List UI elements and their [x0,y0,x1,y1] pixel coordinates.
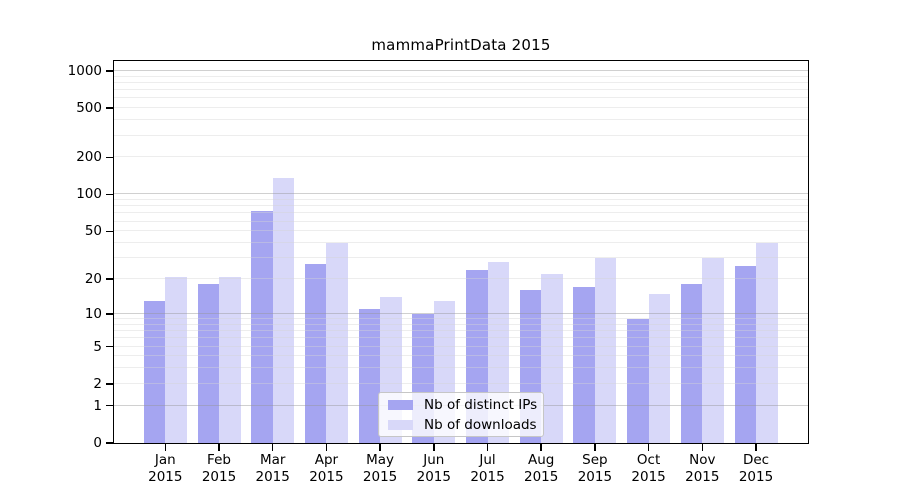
y-tick-label: 20 [84,271,102,288]
y-tick [106,156,113,159]
x-tick [486,444,489,451]
bar-feb-downloads [219,276,241,443]
bar-dec-distinct-ips [734,265,756,443]
x-tick-label: Sep 2015 [577,452,613,485]
x-tick-label: Nov 2015 [685,452,720,485]
y-tick-label: 1 [93,397,102,414]
y-tick-label: 1000 [67,62,102,79]
bar-oct-downloads [648,293,671,443]
bar-jan-distinct-ips [143,300,166,443]
x-tick [164,444,167,451]
x-tick [594,444,596,451]
y-tick-label: 5 [93,338,102,355]
y-tick-label: 2 [93,375,102,392]
x-tick-label: Apr 2015 [309,452,344,485]
x-tick [379,444,381,451]
bar-feb-distinct-ips [197,284,219,443]
x-tick-label: Dec 2015 [738,452,774,485]
legend: Nb of distinct IPs Nb of downloads [378,392,544,437]
y-tick-label: 10 [84,305,102,322]
x-tick [540,444,542,451]
x-tick [271,444,274,451]
legend-item-downloads: Nb of downloads [388,417,543,433]
y-tick [106,345,113,348]
y-tick [106,383,113,385]
y-tick [106,313,113,315]
x-tick [647,444,650,451]
y-tick [106,107,113,109]
bar-dec-downloads [756,243,778,443]
bar-mar-downloads [272,178,295,443]
y-tick [106,404,113,407]
bar-may-distinct-ips [358,309,381,443]
bar-nov-downloads [702,258,724,443]
x-tick [218,444,220,451]
x-tick-label: Mar 2015 [255,452,290,485]
y-tick [106,193,113,196]
bar-sep-downloads [594,258,617,443]
bar-apr-downloads [326,243,348,443]
plot-area: Jan 2015 Feb 2015 Mar 2015 Apr 2015 May 2015 Jun 20… [68,60,809,485]
x-tick-label: Oct 2015 [631,452,666,485]
legend-item-distinct-ips: Nb of distinct IPs [388,397,543,413]
chart-title: mammaPrintData 2015 [371,36,551,54]
bar-sep-distinct-ips [573,287,595,443]
bar-oct-distinct-ips [627,319,649,443]
legend-swatch-distinct-ips [388,399,413,410]
bar-apr-distinct-ips [304,263,327,443]
y-tick-label: 500 [76,100,102,117]
y-tick-label: 100 [76,186,102,203]
x-tick-label: Jan 2015 [148,452,183,485]
axis-ticks-layer: Jan 2015 Feb 2015 Mar 2015 Apr 2015 May 2015 Jun 20… [68,61,808,485]
bar-jan-downloads [165,276,187,443]
x-tick-label: Feb 2015 [201,452,237,485]
bar-aug-downloads [541,274,563,443]
x-tick [433,444,435,451]
legend-label-downloads: Nb of downloads [424,416,537,433]
y-tick [106,230,113,232]
x-tick-label: Aug 2015 [524,452,559,485]
x-tick-label: Jun 2015 [416,452,451,485]
legend-swatch-downloads [388,419,413,430]
y-tick-label: 0 [93,435,102,451]
x-tick-label: Jul 2015 [470,452,505,485]
x-tick-label: May 2015 [362,452,398,485]
legend-label-distinct-ips: Nb of distinct IPs [424,396,538,413]
x-tick [701,444,704,451]
y-tick [106,442,113,444]
x-tick [755,444,757,451]
y-tick-label: 200 [76,149,102,166]
y-tick [106,278,113,280]
bar-nov-distinct-ips [680,284,703,443]
y-tick [106,70,113,72]
y-tick-label: 50 [84,223,102,240]
bar-mar-distinct-ips [251,210,273,443]
x-tick [325,444,328,451]
